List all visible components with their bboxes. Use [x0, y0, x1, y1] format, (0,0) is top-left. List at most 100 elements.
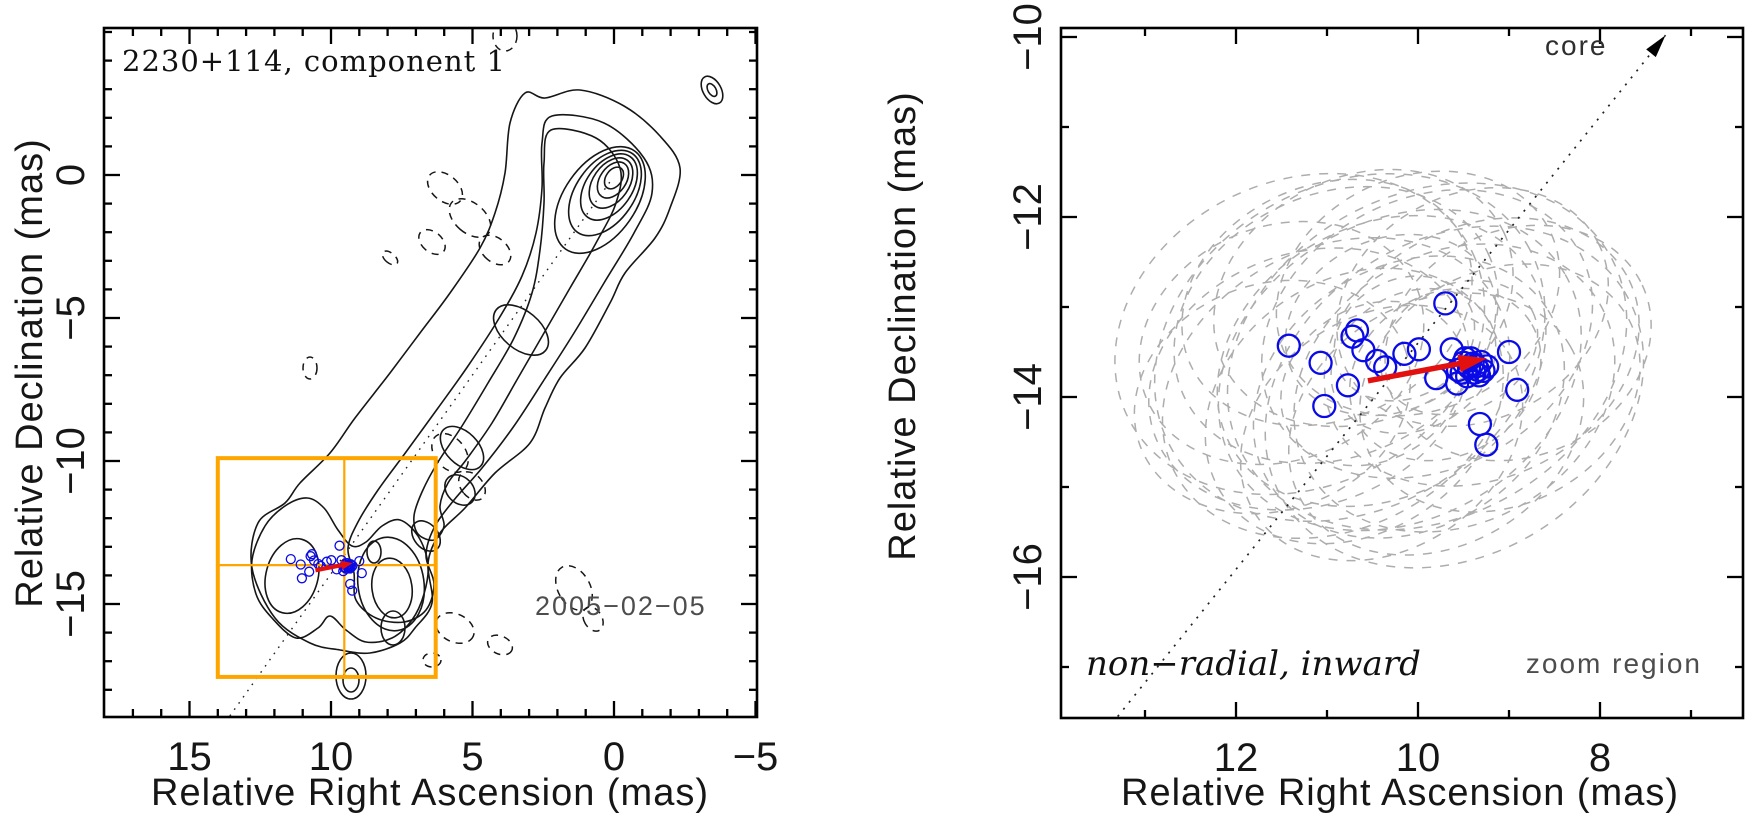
error-ellipse [1384, 224, 1652, 462]
jet-contour [588, 157, 634, 209]
velocity-arrowhead-icon [1457, 354, 1488, 373]
velocity-arrow [1367, 358, 1472, 384]
radial-direction-line [228, 181, 611, 717]
x-tick-label: 0 [603, 735, 625, 779]
zoom-box [215, 456, 438, 679]
plot-frame [102, 26, 759, 719]
error-ellipse [1379, 279, 1539, 416]
error-ellipse [1260, 189, 1594, 479]
right-zoom-plot: 12 10 8 −10 −12 −14 −16 [1006, 3, 1745, 780]
error-ellipse [1323, 217, 1640, 487]
jet-contour [579, 153, 639, 221]
jet-contour [413, 127, 623, 542]
x-tick-label: 8 [1589, 736, 1611, 780]
component-position-point [356, 567, 367, 579]
error-ellipse [1213, 168, 1514, 428]
error-ellipse [1336, 186, 1610, 428]
y-tick-label: 0 [49, 164, 93, 186]
x-tick-label: 15 [167, 735, 212, 779]
y-tick-label: −10 [49, 427, 93, 495]
right-x-axis-title: Relative Right Ascension (mas) [1121, 772, 1679, 814]
error-ellipse [1275, 170, 1561, 417]
component-position-point [1335, 373, 1361, 398]
component-position-point [1308, 350, 1333, 375]
component-position-point [326, 555, 337, 566]
component-position-point [1474, 432, 1499, 457]
jet-contour [380, 610, 406, 646]
error-ellipse [1348, 287, 1542, 462]
negative-contour [302, 356, 318, 380]
left-x-axis-title: Relative Right Ascension (mas) [151, 772, 709, 814]
error-ellipse [1284, 233, 1497, 417]
negative-contour [381, 250, 399, 266]
jet-contour [596, 161, 630, 199]
negative-contour [422, 652, 442, 668]
y-tick-label: −12 [1006, 183, 1050, 251]
x-tick-label: 12 [1214, 736, 1259, 780]
x-tick-label: 5 [461, 735, 483, 779]
negative-contour [492, 28, 518, 52]
component-position-point [1364, 348, 1390, 374]
component-position-point [354, 555, 365, 567]
jet-contour [366, 540, 382, 564]
component-position-point [1312, 393, 1337, 419]
y-tick-label: −15 [49, 570, 93, 638]
jet-contour [342, 667, 360, 693]
core-label: core [1545, 30, 1608, 61]
left-plot-content [215, 28, 724, 717]
jet-contour [492, 304, 550, 356]
component-position-point [296, 573, 308, 584]
negative-contour [582, 606, 604, 632]
right-plot-area: 12 10 8 −10 −12 −14 −16 [1006, 3, 1745, 780]
error-ellipse [1264, 225, 1645, 569]
x-tick-label: 10 [1396, 736, 1441, 780]
error-ellipse [1333, 275, 1476, 402]
epoch-label: 2005−02−05 [535, 591, 707, 621]
velocity-arrow [315, 562, 348, 573]
error-ellipse [1181, 178, 1473, 427]
jet-contour [439, 425, 485, 471]
component-position-point [1475, 354, 1500, 379]
y-tick-label: −16 [1006, 543, 1050, 611]
component-position-point [1276, 333, 1301, 358]
negative-contour [431, 432, 469, 474]
core-direction-line [1117, 34, 1667, 718]
component-position-point [1340, 324, 1365, 349]
jet-contour [567, 149, 643, 237]
negative-contour [435, 612, 475, 644]
error-ellipse [1280, 300, 1465, 467]
component-position-point [1505, 377, 1530, 402]
right-y-axis-title: Relative Declination (mas) [882, 91, 924, 561]
jet-contour [356, 536, 426, 632]
jet-contour [553, 145, 647, 255]
source-title: 2230+114, component 1 [122, 44, 506, 78]
jet-contour [706, 82, 718, 98]
jet-contour [250, 497, 430, 644]
y-tick-label: −10 [1006, 3, 1050, 71]
component-position-point [306, 549, 318, 560]
error-ellipse [1204, 267, 1505, 545]
negative-contour [486, 634, 514, 656]
component-position-point [1406, 337, 1432, 362]
component-position-point [1392, 341, 1417, 366]
velocity-arrowhead-icon [340, 560, 353, 570]
y-tick-label: −5 [49, 295, 93, 341]
left-plot-area: 15 10 5 0 −5 0 −5 −10 −15 [49, 26, 779, 779]
error-ellipse [1114, 172, 1486, 496]
error-ellipse [1217, 208, 1582, 532]
component-position-point [1496, 339, 1522, 365]
x-tick-label: 10 [309, 735, 354, 779]
component-position-point [347, 585, 358, 596]
zoom-region-label: zoom region [1525, 648, 1702, 679]
jet-contour [370, 557, 414, 619]
negative-contour [457, 471, 487, 501]
component-position-point [345, 578, 356, 590]
error-ellipse [1161, 236, 1511, 540]
x-tick-label: −5 [733, 735, 779, 779]
jet-contour [700, 75, 724, 105]
component-position-point [285, 553, 296, 565]
error-ellipse [1239, 304, 1524, 562]
error-ellipse [1153, 172, 1546, 523]
jet-contour [264, 537, 320, 615]
